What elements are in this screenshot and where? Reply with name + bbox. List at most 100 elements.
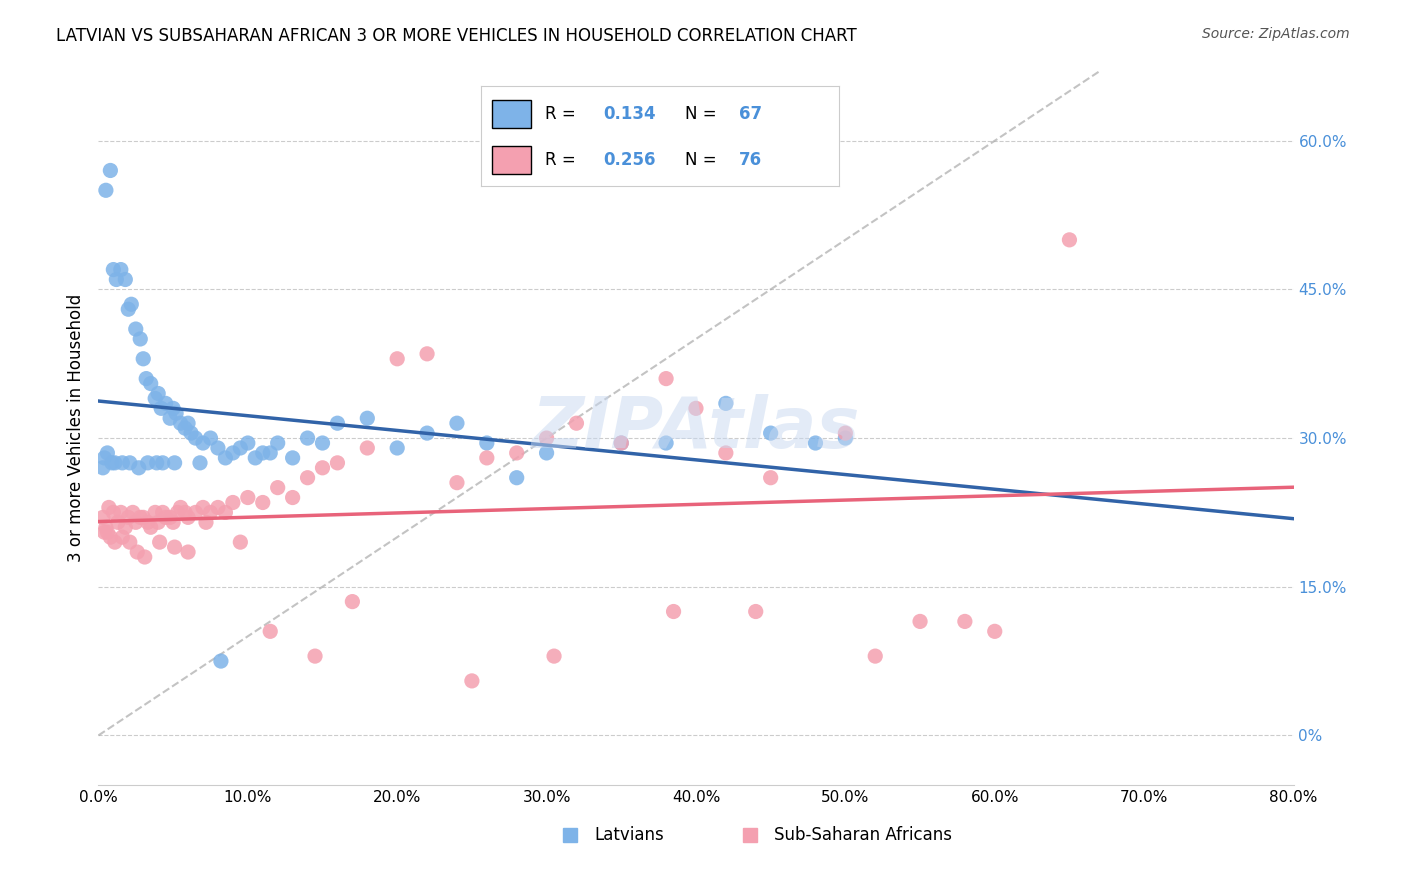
- Point: [184, 505, 207, 519]
- Point: [191, 436, 214, 450]
- Point: [103, 262, 125, 277]
- Point: [191, 500, 214, 515]
- Point: [297, 471, 319, 485]
- Point: [475, 436, 498, 450]
- Point: [93, 525, 115, 540]
- Point: [1059, 233, 1081, 247]
- Point: [98, 530, 122, 544]
- Point: [984, 624, 1007, 639]
- Text: Sub-Saharan Africans: Sub-Saharan Africans: [773, 826, 952, 844]
- Point: [117, 510, 139, 524]
- Point: [745, 605, 768, 619]
- Point: [101, 456, 124, 470]
- Point: [297, 431, 319, 445]
- Point: [139, 520, 162, 534]
- Point: [214, 505, 236, 519]
- Point: [536, 446, 558, 460]
- Point: [127, 545, 149, 559]
- Point: [155, 510, 177, 524]
- Point: [200, 505, 222, 519]
- Point: [118, 535, 141, 549]
- Point: [145, 456, 167, 470]
- Point: [195, 516, 218, 530]
- Point: [236, 436, 259, 450]
- Point: [222, 446, 245, 460]
- Point: [281, 491, 304, 505]
- Point: [326, 456, 349, 470]
- Point: [536, 431, 558, 445]
- Point: [94, 520, 117, 534]
- Point: [150, 401, 173, 416]
- Point: [114, 520, 136, 534]
- Point: [281, 450, 304, 465]
- Point: [229, 535, 252, 549]
- Point: [166, 505, 188, 519]
- Point: [446, 475, 468, 490]
- Point: [125, 322, 148, 336]
- Point: [385, 441, 409, 455]
- Text: Latvians: Latvians: [595, 826, 664, 844]
- Point: [662, 605, 685, 619]
- Point: [356, 411, 378, 425]
- Point: [169, 500, 191, 515]
- Point: [118, 456, 141, 470]
- Point: [128, 460, 150, 475]
- Point: [311, 460, 333, 475]
- Point: [655, 371, 678, 385]
- Point: [342, 594, 364, 608]
- Point: [105, 272, 128, 286]
- Point: [155, 396, 177, 410]
- Point: [96, 446, 118, 460]
- Point: [148, 516, 170, 530]
- Point: [174, 505, 197, 519]
- Y-axis label: 3 or more Vehicles in Household: 3 or more Vehicles in Household: [66, 294, 84, 562]
- Point: [104, 456, 127, 470]
- Point: [188, 456, 211, 470]
- Point: [214, 450, 236, 465]
- Point: [143, 392, 166, 406]
- Text: Source: ZipAtlas.com: Source: ZipAtlas.com: [1202, 27, 1350, 41]
- Point: [107, 516, 129, 530]
- Point: [506, 471, 529, 485]
- Point: [200, 431, 222, 445]
- Point: [121, 505, 143, 519]
- Point: [125, 516, 148, 530]
- Point: [267, 481, 290, 495]
- Point: [117, 302, 139, 317]
- Point: [714, 396, 737, 410]
- Point: [111, 456, 134, 470]
- Point: [506, 446, 529, 460]
- Point: [110, 505, 132, 519]
- Point: [136, 456, 159, 470]
- Text: LATVIAN VS SUBSAHARAN AFRICAN 3 OR MORE VEHICLES IN HOUSEHOLD CORRELATION CHART: LATVIAN VS SUBSAHARAN AFRICAN 3 OR MORE …: [56, 27, 858, 45]
- Point: [565, 416, 588, 430]
- Point: [91, 460, 114, 475]
- Point: [804, 436, 827, 450]
- Point: [177, 510, 200, 524]
- Point: [169, 416, 191, 430]
- Point: [177, 416, 200, 430]
- Point: [759, 471, 782, 485]
- Point: [834, 426, 856, 441]
- Point: [326, 416, 349, 430]
- Point: [134, 549, 156, 564]
- Point: [162, 516, 184, 530]
- Point: [385, 351, 409, 366]
- Point: [416, 347, 439, 361]
- Point: [834, 431, 856, 445]
- Point: [111, 530, 134, 544]
- Point: [165, 406, 187, 420]
- Point: [267, 436, 290, 450]
- Point: [759, 426, 782, 441]
- Point: [163, 540, 186, 554]
- Point: [132, 510, 155, 524]
- Point: [655, 436, 678, 450]
- Point: [184, 431, 207, 445]
- Point: [135, 371, 157, 385]
- Point: [207, 441, 229, 455]
- Point: [610, 436, 633, 450]
- Point: [207, 500, 229, 515]
- Point: [93, 450, 115, 465]
- Point: [222, 495, 245, 509]
- Text: ZIPAtlas: ZIPAtlas: [531, 393, 860, 463]
